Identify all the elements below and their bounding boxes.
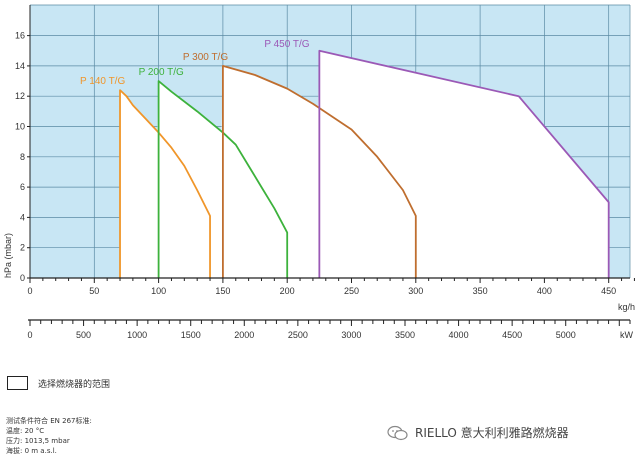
kw-tick-label: 5000 [556,330,576,340]
x-tick-label: 100 [151,286,166,296]
kw-tick-label: 4500 [502,330,522,340]
conditions-pressure: 压力: 1013,5 mbar [6,437,70,445]
series-line [157,80,289,278]
legend-swatch [7,376,28,390]
watermark-text: RIELLO 意大利利雅路燃烧器 [415,426,569,440]
series-line [222,65,417,278]
y-tick-label: 4 [20,212,25,222]
x-tick-label: 150 [215,286,230,296]
kw-axis-unit: kW [620,330,634,340]
kw-tick-label: 1000 [127,330,147,340]
conditions-title: 测试条件符合 EN 267标准: [6,417,92,425]
wechat-icon [387,425,408,440]
y-tick-label: 2 [20,243,25,253]
y-axis-label: hPa (mbar) [3,233,13,278]
axes: 0 2 4 6 8 10 12 14 16 0 50 100 150 200 250 300 350 400 450… [15,5,635,340]
kw-tick-label: 2500 [288,330,308,340]
series-labels: P 140 T/G P 200 T/G P 300 T/G P 450 T/G [80,39,310,87]
x-tick-label: 50 [89,286,99,296]
legend-label: 选择燃烧器的范围 [38,379,111,390]
test-conditions: 测试条件符合 EN 267标准: 温度: 20 °C 压力: 1013,5 mb… [6,416,92,456]
series-label: P 300 T/G [183,52,228,63]
series-label: P 140 T/G [80,76,125,87]
series-lines [119,49,610,278]
x-tick-label: 200 [280,286,295,296]
watermark: RIELLO 意大利利雅路燃烧器 [387,424,569,441]
x-tick-label: 350 [473,286,488,296]
series-line [318,49,610,278]
y-tick-label: 12 [15,91,25,101]
y-tick-label: 10 [15,122,25,132]
kw-tick-label: 0 [27,330,32,340]
y-tick-label: 16 [15,31,25,41]
x-tick-label: 450 [601,286,616,296]
y-tick-label: 14 [15,61,25,71]
conditions-altitude: 海拔: 0 m a.s.l. [6,447,57,455]
x-tick-label: 0 [27,286,32,296]
operating-envelope [120,50,609,278]
x-axis-unit: kg/h [618,302,635,312]
x-tick-label: 300 [408,286,423,296]
kw-tick-label: 4000 [449,330,469,340]
kw-tick-label: 2000 [234,330,254,340]
kw-tick-label: 3000 [341,330,361,340]
kw-tick-label: 3500 [395,330,415,340]
legend: 选择燃烧器的范围 [7,376,110,390]
x-tick-label: 400 [537,286,552,296]
conditions-temperature: 温度: 20 °C [6,427,45,435]
kw-tick-label: 1500 [181,330,201,340]
y-tick-label: 0 [20,273,25,283]
x-tick-label: 250 [344,286,359,296]
series-label: P 450 T/G [264,39,309,50]
y-tick-label: 8 [20,152,25,162]
kw-tick-label: 500 [76,330,91,340]
y-tick-label: 6 [20,182,25,192]
series-label: P 200 T/G [139,67,184,78]
